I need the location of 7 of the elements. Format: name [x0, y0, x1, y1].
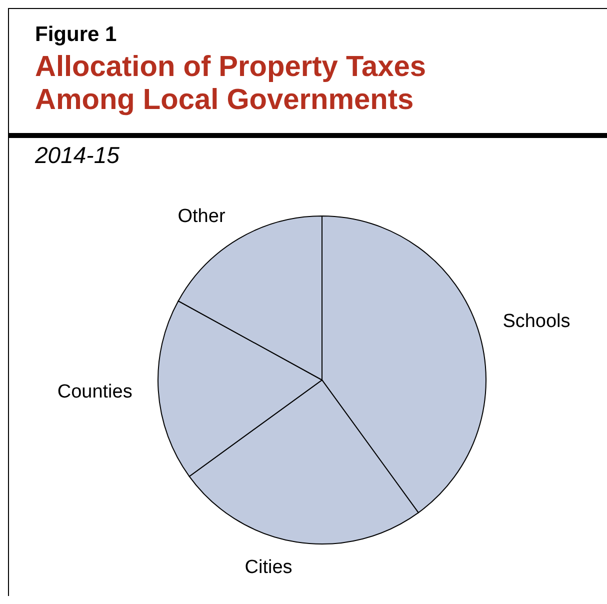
caption: Figure 1 — [35, 23, 118, 47]
chart-subtitle: 2014-15 — [34, 141, 120, 169]
slice-label: Other — [178, 206, 226, 227]
slice-label: Schools — [502, 310, 570, 332]
slice-label: Counties — [57, 381, 132, 402]
chart-title: Allocation of Property Taxes Among Local Governments — [35, 51, 428, 117]
slice-label: Cities — [244, 557, 292, 578]
